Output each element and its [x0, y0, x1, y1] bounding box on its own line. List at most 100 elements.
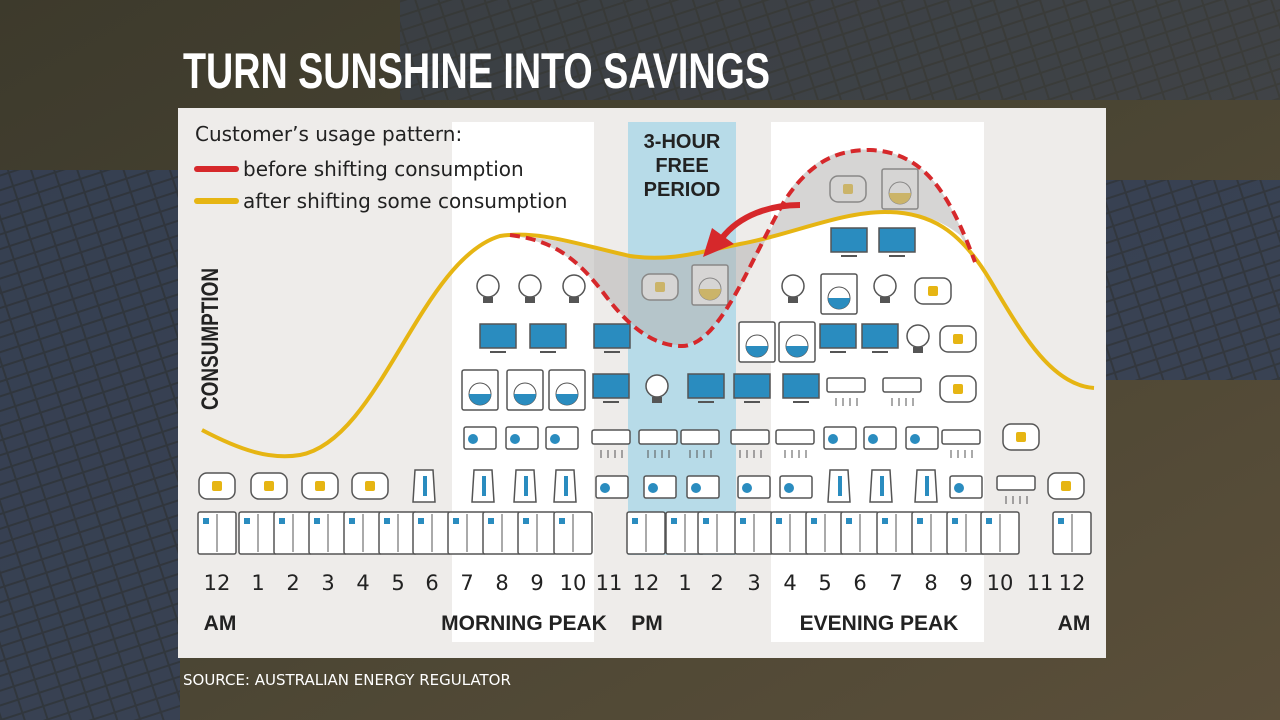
fridge-panel — [1058, 518, 1064, 524]
ac-air — [784, 450, 807, 458]
arrow-head — [703, 228, 734, 257]
fridge-panel — [453, 518, 459, 524]
legend-item: after shifting some consumption — [243, 189, 567, 213]
source: SOURCE: AUSTRALIAN ENERGY REGULATOR — [183, 671, 511, 689]
hour-label: 1 — [678, 571, 691, 595]
fridge-panel — [917, 518, 923, 524]
tv-icon — [529, 323, 567, 349]
plug — [212, 481, 222, 491]
legend-item: before shifting consumption — [243, 157, 524, 181]
hour-label: 10 — [560, 571, 587, 595]
kettle-level — [423, 476, 427, 496]
bulb-base — [880, 297, 890, 303]
fridge-panel — [632, 518, 638, 524]
tv-icon — [592, 373, 630, 399]
speaker — [648, 483, 658, 493]
ac-air — [689, 450, 712, 458]
kettle-level — [524, 476, 528, 496]
bulb-base — [913, 347, 923, 353]
ac-icon — [882, 377, 922, 393]
before-curve — [509, 147, 977, 349]
hour-label: 4 — [783, 571, 796, 595]
tv-icon — [479, 323, 517, 349]
speaker — [954, 483, 964, 493]
ac-icon — [826, 377, 866, 393]
ac-icon — [591, 429, 631, 445]
period-label: MORNING PEAK — [441, 612, 607, 635]
tv-icon — [733, 373, 771, 399]
hour-label: 7 — [889, 571, 902, 595]
ac-air — [600, 450, 623, 458]
period-label: EVENING PEAK — [800, 612, 959, 635]
hour-label: 7 — [460, 571, 473, 595]
free-label: PERIOD — [644, 179, 721, 201]
bulb-icon — [781, 274, 805, 298]
speaker — [784, 483, 794, 493]
fridge-panel — [384, 518, 390, 524]
fridge-panel — [811, 518, 817, 524]
speaker — [550, 434, 560, 444]
tv-icon — [593, 323, 631, 349]
ac-icon — [996, 475, 1036, 491]
period-label: PM — [631, 612, 663, 635]
water — [514, 394, 536, 405]
free-label: FREE — [655, 155, 708, 177]
water — [786, 346, 808, 357]
hour-label: 11 — [596, 571, 623, 595]
water — [556, 394, 578, 405]
tv-icon — [830, 227, 868, 253]
hour-label: 11 — [1027, 571, 1054, 595]
free-label: 3-HOUR — [644, 131, 721, 153]
speaker — [868, 434, 878, 444]
ac-icon — [941, 429, 981, 445]
kettle-level — [564, 476, 568, 496]
ac-icon — [775, 429, 815, 445]
plug — [953, 334, 963, 344]
bulb-icon — [906, 324, 930, 348]
tv-icon — [782, 373, 820, 399]
after-curve — [201, 209, 1095, 459]
fridge-panel — [671, 518, 677, 524]
solar-panels — [1106, 180, 1280, 380]
hour-label: 10 — [987, 571, 1014, 595]
bulb-icon — [562, 274, 586, 298]
ac-air — [891, 398, 914, 406]
plug — [315, 481, 325, 491]
hour-label: 12 — [1059, 571, 1086, 595]
speaker — [910, 434, 920, 444]
hour-label: 9 — [530, 571, 543, 595]
speaker — [510, 434, 520, 444]
bulb-base — [652, 397, 662, 403]
water — [828, 298, 850, 309]
hour-label: 1 — [251, 571, 264, 595]
axis-label: CONSUMPTION — [197, 268, 224, 410]
hour-label: 12 — [204, 571, 231, 595]
legend-title: Customer’s usage pattern: — [195, 122, 462, 146]
speaker — [828, 434, 838, 444]
ac-icon — [730, 429, 770, 445]
ac-air — [950, 450, 973, 458]
plug — [1061, 481, 1071, 491]
hour-label: 12 — [633, 571, 660, 595]
bulb-base — [483, 297, 493, 303]
fridge-panel — [986, 518, 992, 524]
ac-icon — [638, 429, 678, 445]
kettle-level — [925, 476, 929, 496]
plug — [1016, 432, 1026, 442]
fridge-panel — [314, 518, 320, 524]
hour-label: 6 — [425, 571, 438, 595]
hour-label: 8 — [495, 571, 508, 595]
hour-label: 3 — [321, 571, 334, 595]
fridge-panel — [203, 518, 209, 524]
bulb-icon — [518, 274, 542, 298]
speaker — [691, 483, 701, 493]
tv-icon — [687, 373, 725, 399]
bulb-icon — [476, 274, 500, 298]
speaker — [600, 483, 610, 493]
ac-air — [1005, 496, 1028, 504]
fridge-panel — [244, 518, 250, 524]
shift-area — [510, 149, 975, 345]
plug — [264, 481, 274, 491]
